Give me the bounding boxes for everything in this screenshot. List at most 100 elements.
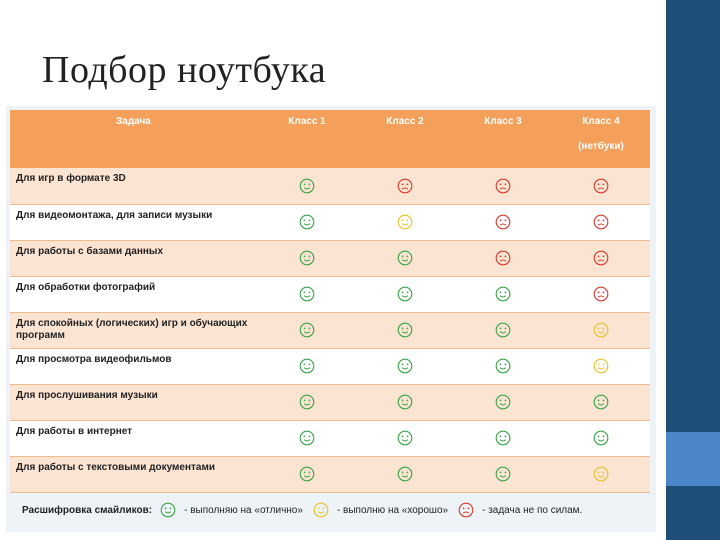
smiley-good-icon: [593, 322, 609, 338]
smiley-excellent-icon: [160, 502, 176, 518]
rating-cell-class-2: [356, 384, 454, 421]
legend-item-label: - выполняю на «отлично»: [184, 504, 303, 516]
rating-cell-class-4: [552, 312, 650, 349]
slide-title: Подбор ноутбука: [42, 49, 327, 91]
header-class-3: Класс 3: [454, 110, 552, 168]
task-cell: Для видеомонтажа, для записи музыки: [10, 204, 258, 241]
rating-cell-class-1: [258, 204, 356, 241]
smiley-excellent-icon: [593, 394, 609, 410]
rating-cell-class-1: [258, 456, 356, 493]
smiley-excellent-icon: [299, 394, 315, 410]
smiley-excellent-icon: [397, 466, 413, 482]
smiley-excellent-icon: [299, 430, 315, 446]
rating-cell-class-1: [258, 384, 356, 421]
smiley-excellent-icon: [495, 358, 511, 374]
task-cell: Для работы в интернет: [10, 420, 258, 457]
task-cell: Для работы с базами данных: [10, 240, 258, 277]
smiley-excellent-icon: [495, 466, 511, 482]
task-cell: Для работы с текстовыми документами: [10, 456, 258, 493]
rating-cell-class-2: [356, 168, 454, 205]
table-row: Для игр в формате 3D: [10, 168, 650, 205]
comparison-table: Задача Класс 1 Класс 2 Класс 3 Класс 4 (…: [10, 110, 650, 493]
rating-cell-class-2: [356, 276, 454, 313]
task-cell: Для спокойных (логических) игр и обучающ…: [10, 312, 258, 349]
table-row: Для просмотра видеофильмов: [10, 348, 650, 385]
rating-cell-class-3: [454, 420, 552, 457]
legend-item-label: - задача не по силам.: [482, 504, 583, 516]
legend-item-bad: - задача не по силам.: [458, 502, 582, 518]
rating-cell-class-1: [258, 276, 356, 313]
legend-title: Расшифровка смайликов:: [22, 504, 153, 516]
smiley-excellent-icon: [397, 286, 413, 302]
rating-cell-class-2: [356, 420, 454, 457]
header-class-1: Класс 1: [258, 110, 356, 168]
rating-cell-class-3: [454, 276, 552, 313]
task-cell: Для прослушивания музыки: [10, 384, 258, 421]
table-row: Для прослушивания музыки: [10, 384, 650, 421]
smiley-excellent-icon: [299, 250, 315, 266]
legend-item-excellent: - выполняю на «отлично»: [160, 502, 303, 518]
rating-cell-class-4: [552, 456, 650, 493]
header-class-2: Класс 2: [356, 110, 454, 168]
laptop-table: Задача Класс 1 Класс 2 Класс 3 Класс 4 (…: [10, 110, 650, 493]
rating-cell-class-3: [454, 204, 552, 241]
smiley-excellent-icon: [299, 178, 315, 193]
legend-item-good: - выполню на «хорошо»: [313, 502, 448, 518]
smiley-bad-icon: [495, 250, 511, 266]
rating-cell-class-4: [552, 384, 650, 421]
rating-cell-class-2: [356, 456, 454, 493]
rating-cell-class-3: [454, 384, 552, 421]
table-row: Для работы в интернет: [10, 420, 650, 457]
rating-cell-class-4: [552, 348, 650, 385]
rating-cell-class-1: [258, 240, 356, 277]
rating-cell-class-4: [552, 240, 650, 277]
rating-cell-class-2: [356, 204, 454, 241]
rating-cell-class-3: [454, 168, 552, 205]
rating-cell-class-1: [258, 348, 356, 385]
table-row: Для работы с базами данных: [10, 240, 650, 277]
smiley-good-icon: [397, 214, 413, 230]
rating-cell-class-2: [356, 312, 454, 349]
table-row: Для обработки фотографий: [10, 276, 650, 313]
table-body: Для игр в формате 3D Для видеомонтажа, дл…: [10, 168, 650, 493]
smiley-excellent-icon: [397, 250, 413, 266]
table-row: Для видеомонтажа, для записи музыки: [10, 204, 650, 241]
rating-cell-class-4: [552, 276, 650, 313]
smiley-excellent-icon: [299, 358, 315, 374]
smiley-excellent-icon: [495, 286, 511, 302]
smiley-excellent-icon: [299, 466, 315, 482]
smiley-excellent-icon: [397, 430, 413, 446]
rating-cell-class-1: [258, 312, 356, 349]
rating-cell-class-1: [258, 168, 356, 205]
rating-cell-class-3: [454, 240, 552, 277]
rating-cell-class-4: [552, 168, 650, 205]
smiley-good-icon: [313, 502, 329, 518]
rating-cell-class-3: [454, 348, 552, 385]
legend-item-label: - выполню на «хорошо»: [336, 504, 449, 516]
smiley-good-icon: [593, 358, 609, 374]
smiley-legend: Расшифровка смайликов: - выполняю на «от…: [22, 502, 592, 518]
smiley-excellent-icon: [495, 322, 511, 338]
header-class-4-note: (нетбуки): [578, 141, 624, 152]
smiley-excellent-icon: [495, 430, 511, 446]
rating-cell-class-3: [454, 456, 552, 493]
rating-cell-class-4: [552, 204, 650, 241]
rating-cell-class-2: [356, 348, 454, 385]
smiley-excellent-icon: [593, 430, 609, 446]
task-cell: Для обработки фотографий: [10, 276, 258, 313]
smiley-excellent-icon: [495, 394, 511, 410]
table-header-row: Задача Класс 1 Класс 2 Класс 3 Класс 4 (…: [10, 110, 650, 168]
header-class-4-label: Класс 4: [582, 116, 620, 127]
smiley-excellent-icon: [397, 394, 413, 410]
smiley-bad-icon: [495, 178, 511, 193]
smiley-bad-icon: [593, 214, 609, 230]
smiley-excellent-icon: [299, 322, 315, 338]
smiley-bad-icon: [495, 214, 511, 230]
rating-cell-class-4: [552, 420, 650, 457]
smiley-excellent-icon: [299, 214, 315, 230]
header-class-4: Класс 4 (нетбуки): [552, 110, 650, 168]
smiley-excellent-icon: [397, 358, 413, 374]
rating-cell-class-2: [356, 240, 454, 277]
smiley-bad-icon: [593, 286, 609, 302]
smiley-excellent-icon: [397, 322, 413, 338]
